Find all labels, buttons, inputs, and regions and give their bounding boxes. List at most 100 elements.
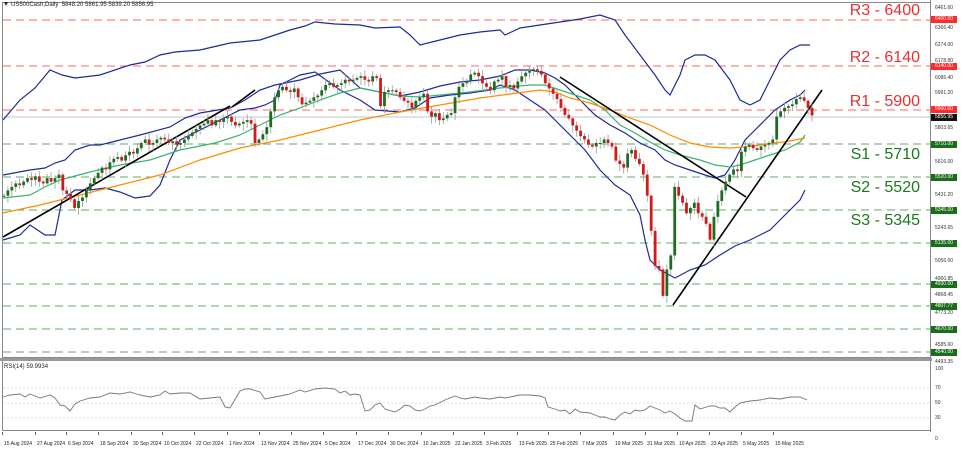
- rsi-line: [2, 387, 808, 422]
- x-tick: [259, 432, 260, 435]
- x-tick: [741, 432, 742, 435]
- level-label-s3: S3 - 5345: [850, 212, 920, 229]
- x-tick: [388, 432, 389, 435]
- y-tick: 6274.00: [935, 42, 954, 48]
- rsi-tick: 100: [935, 366, 944, 372]
- x-tick: [517, 432, 518, 435]
- x-axis-label: 22 Jan 2025: [455, 441, 483, 447]
- x-tick: [194, 432, 195, 435]
- y-tick: 6178.80: [935, 58, 954, 64]
- price-tag-s1: 5710.00: [931, 141, 957, 148]
- x-axis-label: 25 Nov 2024: [293, 441, 322, 447]
- y-tick: 4868.45: [935, 292, 954, 298]
- x-tick: [131, 432, 132, 435]
- x-tick: [356, 432, 357, 435]
- level-label-r1: R1 - 5900: [849, 93, 920, 110]
- y-tick: 4585.60: [935, 342, 954, 348]
- level-label-r2: R2 - 6140: [849, 49, 920, 66]
- x-axis-label: 15 Aug 2024: [4, 441, 33, 447]
- x-axis-label: 17 Dec 2024: [358, 441, 387, 447]
- x-axis-label: 27 Aug 2024: [37, 441, 66, 447]
- x-tick: [613, 432, 614, 435]
- trendlines: [2, 76, 823, 306]
- dropdown-triangle-icon[interactable]: [4, 2, 8, 7]
- bollinger-upper: [2, 14, 810, 121]
- x-axis-label: 3 Feb 2025: [486, 441, 512, 447]
- y-tick: 6366.40: [935, 25, 954, 31]
- rsi-tick: 70: [935, 385, 941, 391]
- x-axis-label: 13 Feb 2025: [519, 441, 548, 447]
- price-tag-4930: 4930.00: [931, 281, 957, 288]
- y-tick: 5056.00: [935, 258, 954, 264]
- x-axis-label: 13 Nov 2024: [261, 441, 290, 447]
- x-tick: [677, 432, 678, 435]
- x-axis-label: 5 May 2025: [743, 441, 770, 447]
- rsi-title: RSI(14) 59.9934: [4, 364, 49, 370]
- bollinger-middle: [2, 69, 806, 179]
- price-panel[interactable]: [2, 2, 930, 358]
- panel-separator[interactable]: [0, 358, 932, 361]
- y-tick: 4773.20: [935, 310, 954, 316]
- rsi-levels: [3, 387, 930, 419]
- x-axis-label: 6 Sep 2024: [68, 441, 94, 447]
- x-tick: [2, 432, 3, 435]
- rsi-tick: 0: [935, 436, 938, 442]
- x-tick: [548, 432, 549, 435]
- y-tick: 5243.65: [935, 225, 954, 231]
- x-tick: [323, 432, 324, 435]
- candlesticks: [2, 64, 814, 303]
- rsi-tick: 50: [935, 400, 941, 406]
- x-axis-label: 10 Apr 2025: [679, 441, 706, 447]
- x-tick: [66, 432, 67, 435]
- price-tag-4540: 4540.00: [931, 349, 957, 356]
- x-axis-label: 1 Nov 2024: [229, 441, 255, 447]
- y-tick: 5991.20: [935, 90, 954, 96]
- y-tick: 5616.00: [935, 159, 954, 165]
- x-tick: [709, 432, 710, 435]
- x-axis-label: 7 Mar 2025: [582, 441, 608, 447]
- x-tick: [421, 432, 422, 435]
- x-axis-label: 30 Sep 2024: [133, 441, 162, 447]
- x-tick: [645, 432, 646, 435]
- x-axis-label: 31 Mar 2025: [647, 441, 676, 447]
- current-price-tag: 5856.95: [931, 114, 957, 121]
- y-tick: 4493.35: [935, 359, 954, 365]
- price-axis[interactable]: [930, 0, 931, 432]
- y-tick: 6086.40: [935, 75, 954, 81]
- x-axis-label: 22 Oct 2024: [196, 441, 224, 447]
- price-tag-4807: 4807.77: [931, 303, 957, 310]
- price-tag-r3: 6400.00: [931, 16, 957, 23]
- moving-average-long: [2, 89, 806, 214]
- x-tick: [162, 432, 163, 435]
- price-tag-4670: 4670.00: [931, 326, 957, 333]
- price-tag-r2: 6140.00: [931, 63, 957, 70]
- y-tick: 5803.65: [935, 125, 954, 131]
- moving-average-short: [2, 84, 806, 199]
- level-label-r3: R3 - 6400: [849, 2, 920, 19]
- x-axis-label: 5 Dec 2024: [325, 441, 351, 447]
- x-tick: [453, 432, 454, 435]
- x-tick: [773, 432, 774, 435]
- price-tag-5135: 5135.00: [931, 240, 957, 247]
- x-tick: [35, 432, 36, 435]
- x-tick: [291, 432, 292, 435]
- chart-title: US500Cash,Daily 5848.20 5861.95 5839.20 …: [4, 2, 153, 8]
- level-label-s2: S2 - 5520: [850, 179, 920, 196]
- x-tick: [227, 432, 228, 435]
- price-tag-s3: 5345.00: [931, 207, 957, 214]
- y-tick: 4960.85: [935, 276, 954, 282]
- rsi-panel[interactable]: [2, 361, 930, 431]
- x-axis-label: 10 Jan 2025: [423, 441, 451, 447]
- rsi-tick: 30: [935, 415, 941, 421]
- support-lines: [3, 143, 930, 353]
- x-axis-label: 18 Sep 2024: [100, 441, 129, 447]
- x-axis-label: 19 Mar 2025: [615, 441, 644, 447]
- y-tick: 5431.20: [935, 192, 954, 198]
- y-tick: 6461.60: [935, 5, 954, 11]
- ohlc-values: 5848.20 5861.95 5839.20 5856.95: [61, 2, 154, 8]
- price-tag-r1: 5900.00: [931, 106, 957, 113]
- x-tick: [580, 432, 581, 435]
- x-tick: [484, 432, 485, 435]
